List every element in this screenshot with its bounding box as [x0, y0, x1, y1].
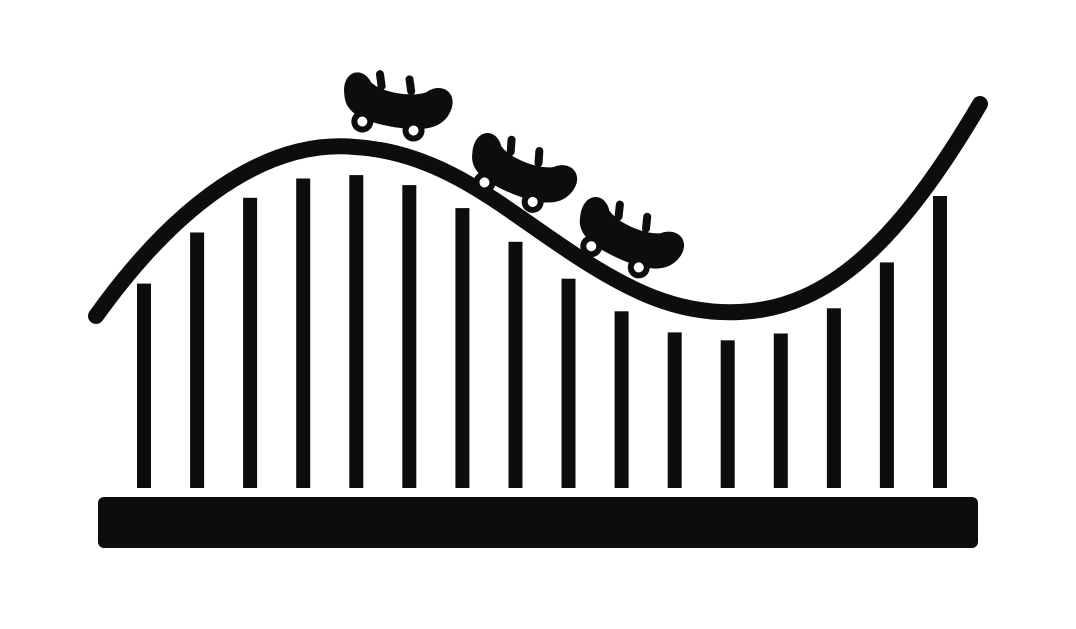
car-body — [344, 72, 453, 130]
wheel-hub — [633, 262, 644, 273]
support-post-icon — [561, 278, 576, 488]
support-post-icon — [720, 340, 735, 488]
support-post-icon — [879, 262, 894, 488]
coaster-car-icon — [579, 196, 685, 279]
support-post-icon — [773, 333, 788, 488]
support-post-icon — [933, 196, 947, 488]
coaster-car-icon — [344, 70, 453, 142]
support-post-icon — [455, 208, 470, 488]
support-post-icon — [296, 178, 311, 488]
seat-icon — [641, 212, 652, 233]
coaster-car-icon — [472, 133, 578, 213]
support-post-icon — [243, 197, 258, 489]
support-post-icon — [402, 185, 417, 488]
wheel-hub — [586, 241, 597, 252]
support-posts — [137, 175, 947, 489]
coaster-cars — [344, 70, 685, 279]
support-post-icon — [826, 308, 841, 488]
support-post-icon — [190, 232, 205, 488]
seat-icon — [375, 70, 386, 91]
seat-icon — [405, 75, 416, 96]
support-post-icon — [349, 175, 364, 488]
car-body — [579, 196, 685, 269]
wheel-hub — [527, 196, 538, 207]
wheel-hub — [408, 125, 419, 136]
ground-base-icon — [98, 497, 978, 548]
seat-icon — [506, 135, 516, 156]
support-post-icon — [508, 241, 523, 488]
car-body — [472, 133, 578, 203]
seat-icon — [614, 200, 624, 221]
wheel-hub — [357, 116, 368, 127]
support-post-icon — [137, 283, 151, 488]
wheel-hub — [479, 177, 490, 188]
seat-icon — [534, 147, 544, 167]
track-icon — [88, 96, 988, 324]
support-post-icon — [614, 311, 629, 488]
support-post-icon — [667, 332, 682, 488]
